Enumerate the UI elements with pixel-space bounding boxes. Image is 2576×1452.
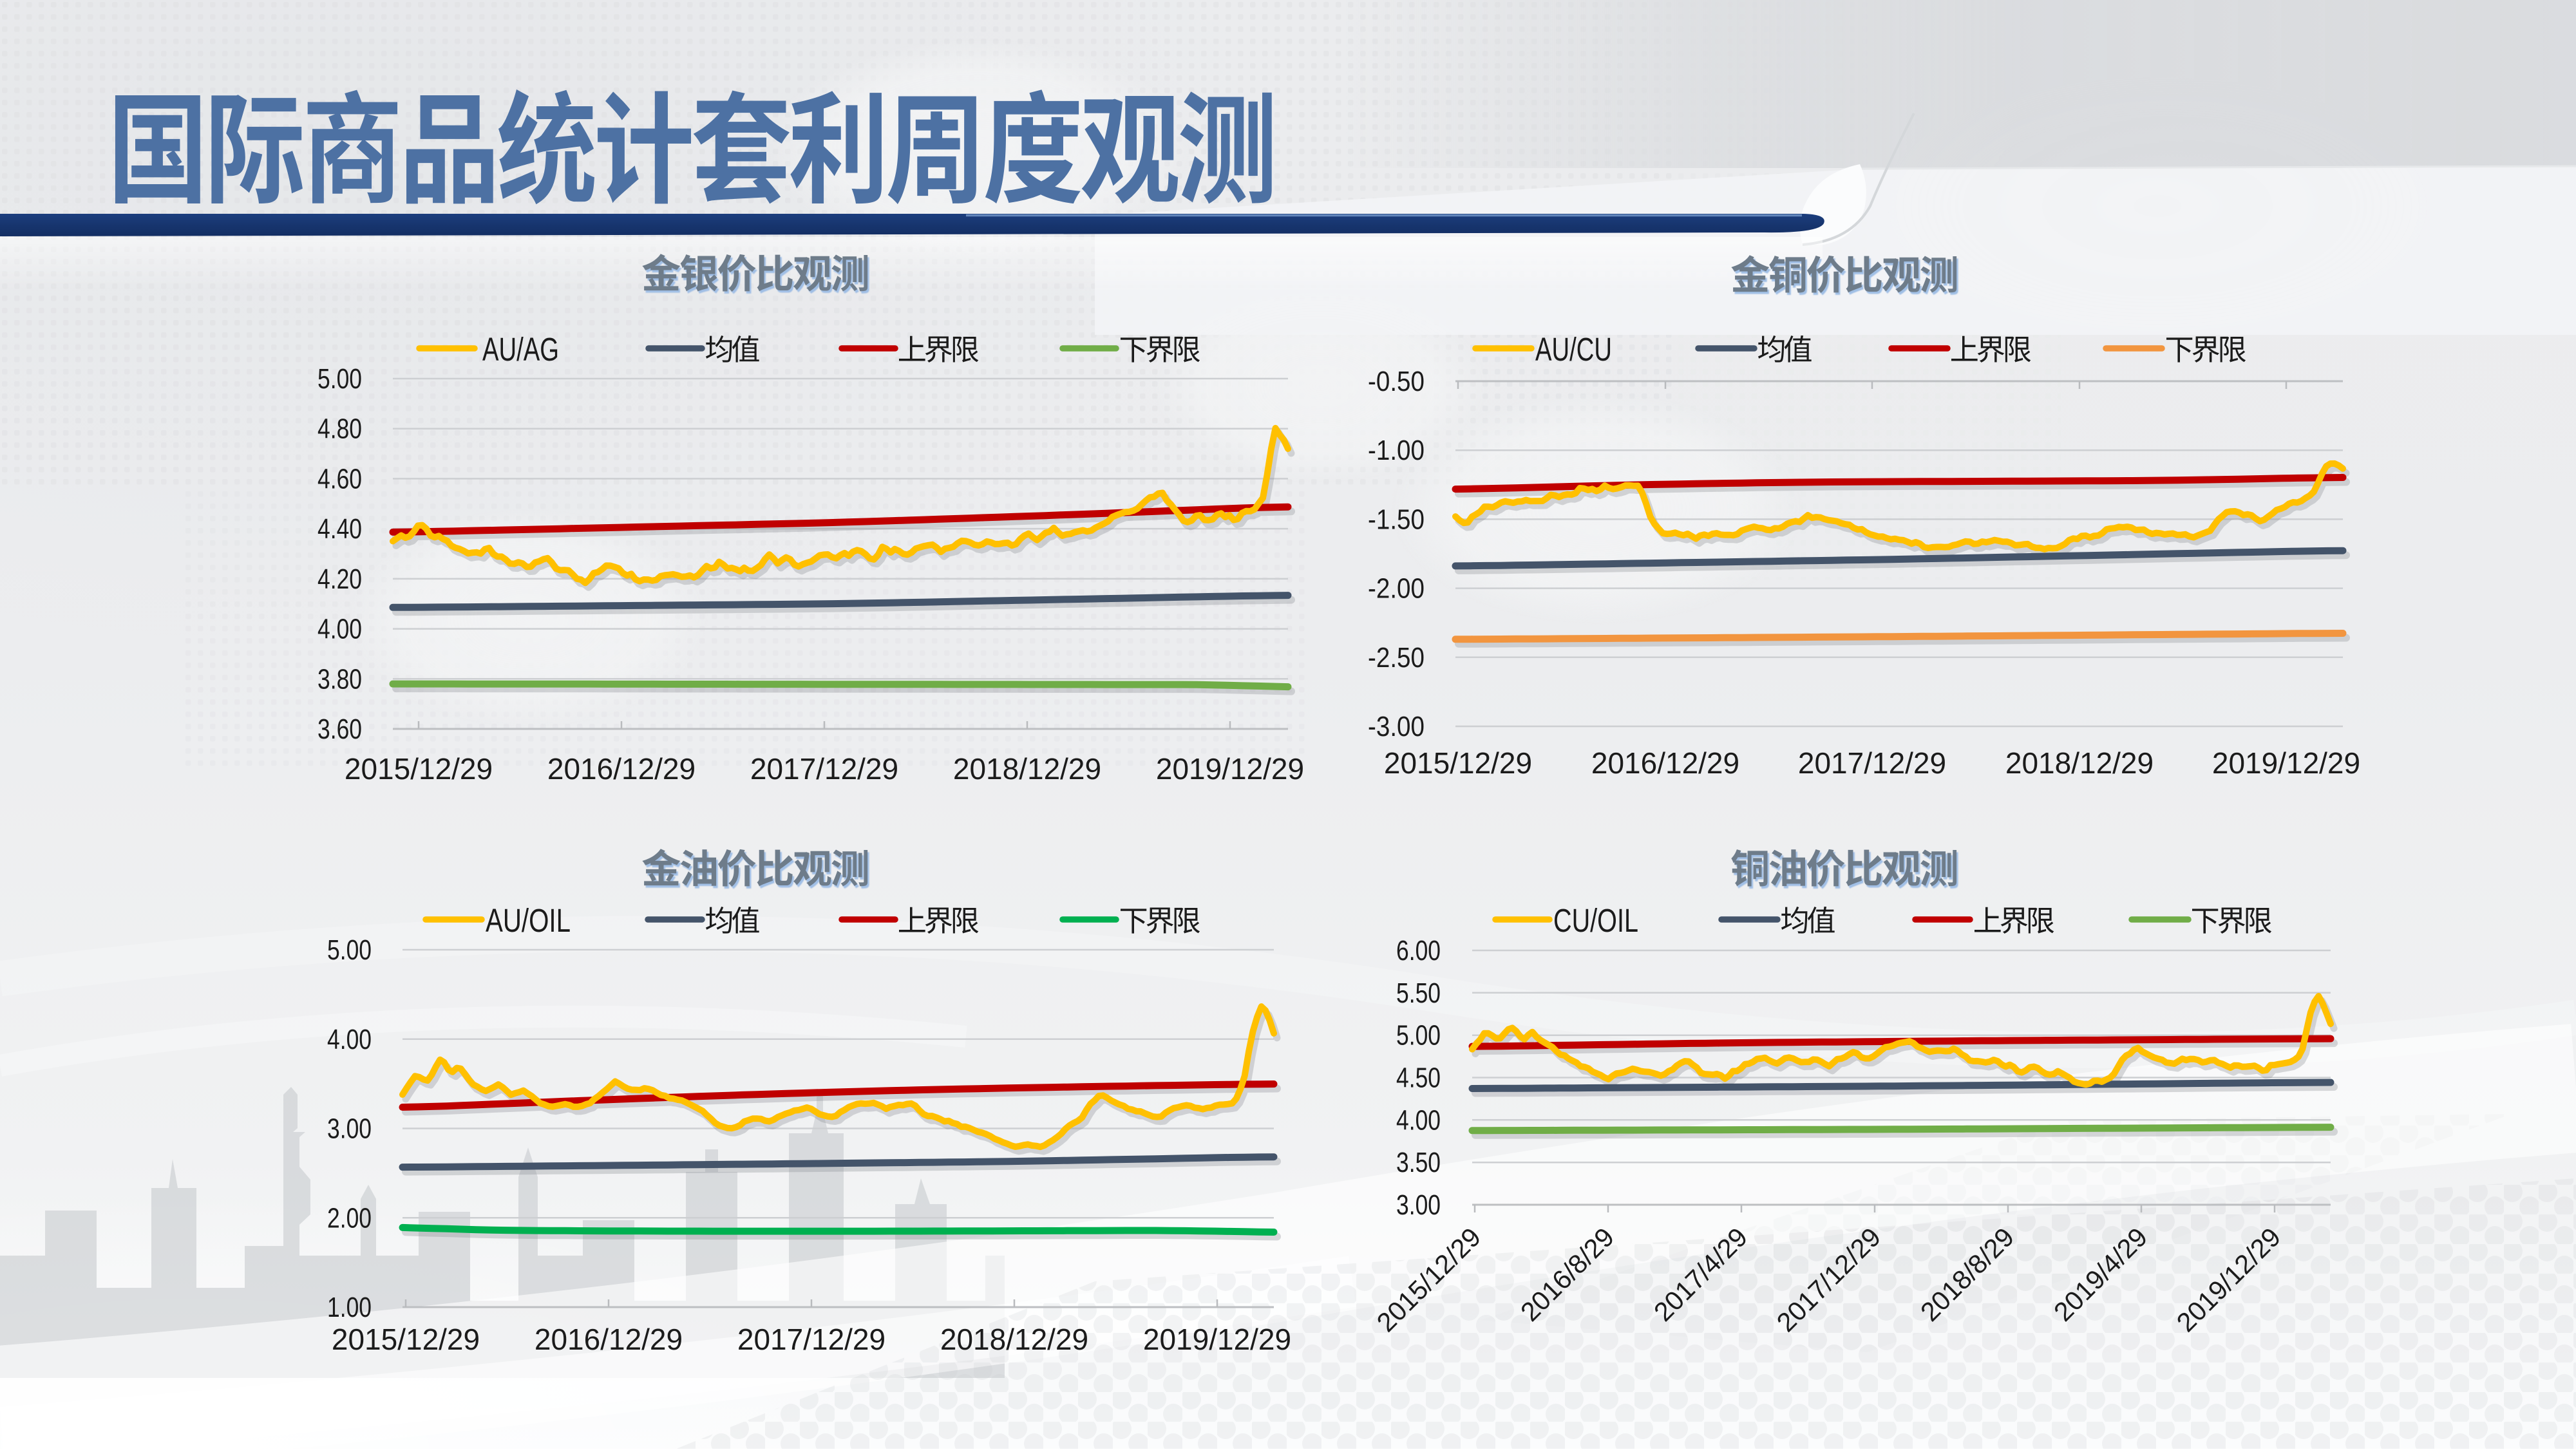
svg-text:AU/AG: AU/AG [482,331,559,368]
svg-text:2019/12/29: 2019/12/29 [2212,746,2360,780]
svg-text:3.80: 3.80 [317,663,362,695]
svg-text:3.00: 3.00 [327,1113,372,1145]
svg-text:AU/CU: AU/CU [1535,331,1612,368]
svg-text:3.00: 3.00 [1396,1189,1441,1221]
svg-text:-1.00: -1.00 [1368,435,1425,466]
svg-text:6.00: 6.00 [1396,935,1441,966]
svg-text:2015/12/29: 2015/12/29 [332,1323,480,1356]
svg-text:4.80: 4.80 [317,413,362,445]
svg-text:CU/OIL: CU/OIL [1553,902,1638,939]
svg-text:2017/12/29: 2017/12/29 [1798,746,1946,780]
svg-text:4.00: 4.00 [317,614,362,645]
svg-text:2018/12/29: 2018/12/29 [953,752,1101,786]
svg-text:2017/12/29: 2017/12/29 [750,752,898,786]
svg-text:4.40: 4.40 [317,513,362,545]
svg-text:4.00: 4.00 [327,1024,372,1055]
svg-text:2018/12/29: 2018/12/29 [2005,746,2154,780]
svg-text:3.50: 3.50 [1396,1147,1441,1178]
svg-text:2016/12/29: 2016/12/29 [1591,746,1739,780]
svg-text:-1.50: -1.50 [1368,504,1425,535]
svg-text:4.60: 4.60 [317,463,362,495]
svg-text:5.00: 5.00 [327,934,372,966]
svg-text:2015/12/29: 2015/12/29 [345,752,493,786]
svg-text:5.50: 5.50 [1396,977,1441,1009]
svg-text:-3.00: -3.00 [1368,711,1425,742]
svg-text:2019/12/29: 2019/12/29 [1143,1323,1291,1356]
svg-text:2017/12/29: 2017/12/29 [737,1323,886,1356]
svg-text:4.00: 4.00 [1396,1104,1441,1136]
svg-text:2019/12/29: 2019/12/29 [1156,752,1304,786]
svg-text:AU/OIL: AU/OIL [486,902,571,939]
svg-text:5.00: 5.00 [317,363,362,395]
svg-text:5.00: 5.00 [1396,1020,1441,1051]
svg-text:-2.50: -2.50 [1368,642,1425,674]
svg-text:-0.50: -0.50 [1368,366,1425,397]
svg-text:1.00: 1.00 [327,1292,372,1323]
svg-text:4.50: 4.50 [1396,1062,1441,1094]
svg-text:2015/12/29: 2015/12/29 [1384,746,1532,780]
svg-text:2016/12/29: 2016/12/29 [535,1323,683,1356]
svg-text:4.20: 4.20 [317,563,362,595]
svg-text:3.60: 3.60 [317,713,362,745]
svg-text:2.00: 2.00 [327,1202,372,1234]
svg-text:2018/12/29: 2018/12/29 [940,1323,1088,1356]
svg-text:2016/12/29: 2016/12/29 [547,752,696,786]
svg-text:-2.00: -2.00 [1368,573,1425,605]
